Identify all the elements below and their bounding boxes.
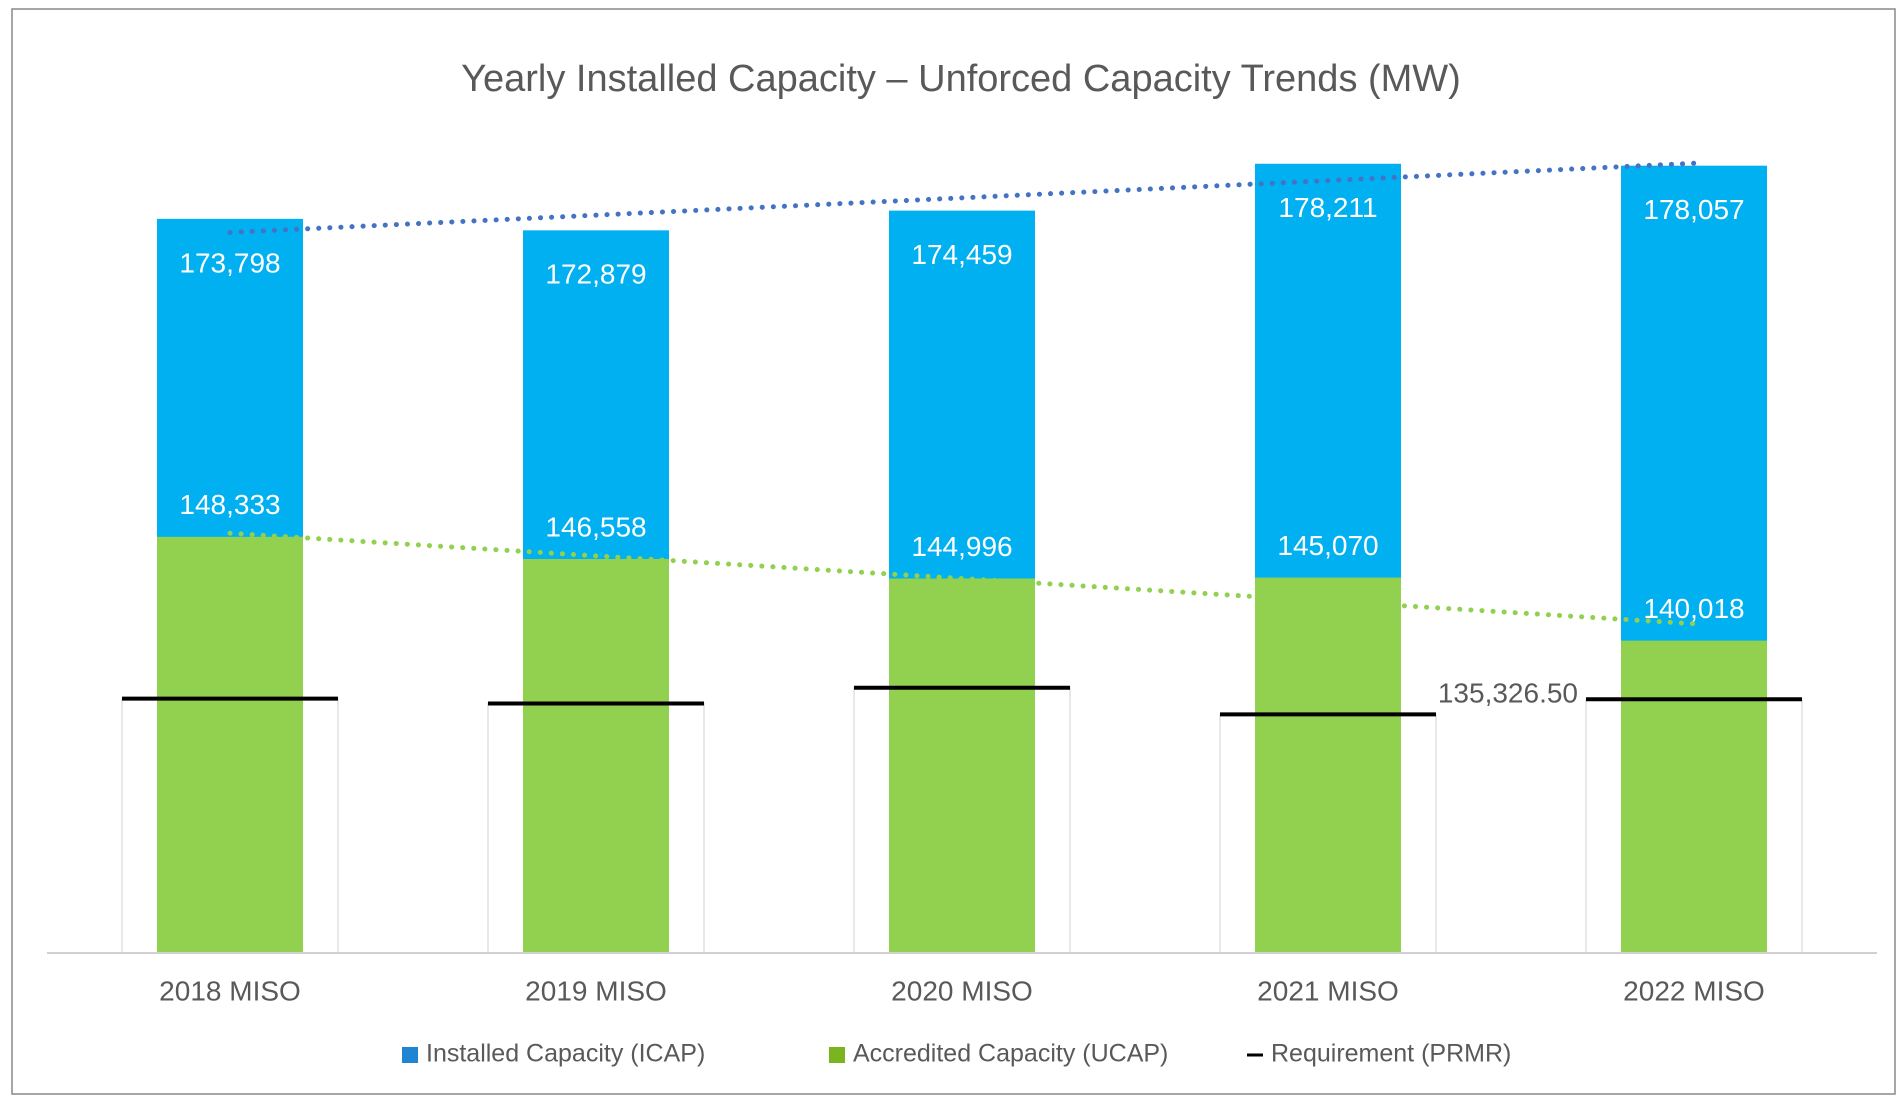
x-tick-label: 2021 MISO (1257, 975, 1399, 1006)
bar (1621, 640, 1767, 953)
trendline (227, 160, 1697, 235)
data-label: 172,879 (545, 259, 646, 290)
data-label: 148,333 (179, 489, 280, 520)
legend-swatch (829, 1047, 845, 1063)
x-tick-label: 2018 MISO (159, 975, 301, 1006)
data-label: 135,326.50 (1438, 678, 1578, 709)
trendline (227, 530, 1697, 627)
x-tick-label: 2019 MISO (525, 975, 667, 1006)
chart-title: Yearly Installed Capacity – Unforced Cap… (461, 58, 1461, 100)
legend-label: Installed Capacity (ICAP) (426, 1040, 705, 1068)
data-label: 174,459 (911, 239, 1012, 270)
data-label: 146,558 (545, 511, 646, 542)
legend-swatch (402, 1047, 418, 1063)
data-label: 140,018 (1643, 593, 1744, 624)
bar (889, 578, 1035, 953)
x-tick-label: 2022 MISO (1623, 975, 1765, 1006)
data-label: 145,070 (1277, 530, 1378, 561)
x-tick-label: 2020 MISO (891, 975, 1033, 1006)
data-label: 173,798 (179, 247, 280, 278)
legend-label: Requirement (PRMR) (1271, 1040, 1511, 1068)
data-label: 178,211 (1278, 192, 1377, 223)
bar (523, 558, 669, 953)
bar (157, 536, 303, 953)
data-label: 178,057 (1643, 194, 1744, 225)
data-label: 144,996 (911, 531, 1012, 562)
legend-label: Accredited Capacity (UCAP) (853, 1040, 1168, 1068)
bar (1255, 577, 1401, 953)
